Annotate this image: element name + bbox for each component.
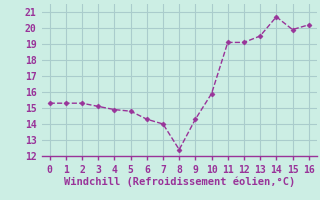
X-axis label: Windchill (Refroidissement éolien,°C): Windchill (Refroidissement éolien,°C) — [64, 176, 295, 187]
